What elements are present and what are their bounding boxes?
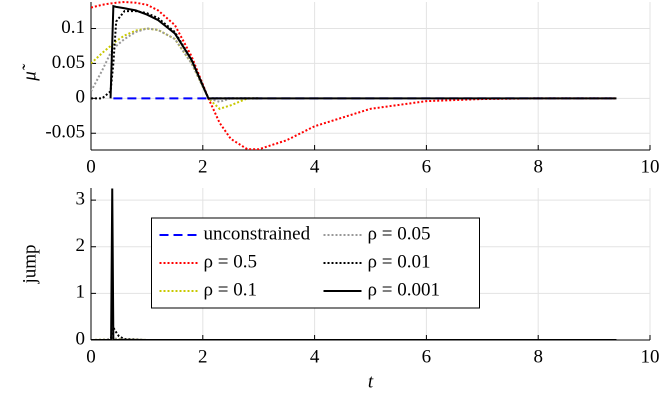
series-line: [91, 324, 617, 340]
x-tick-label: 10: [641, 346, 660, 367]
x-tick-label: 10: [641, 156, 660, 177]
series-line: [91, 0, 617, 150]
x-axis-label: t: [368, 371, 374, 392]
y-tick-label: 0: [76, 328, 86, 349]
x-tick-label: 4: [310, 156, 320, 177]
y-axis-label: jump: [19, 244, 40, 284]
y-tick-label: 0.1: [61, 17, 85, 38]
x-tick-label: 6: [422, 346, 432, 367]
series-line: [91, 27, 259, 103]
legend: unconstrained ρ = 0.5 ρ = 0.1 ρ = 0.05 ρ = 0…: [151, 217, 480, 309]
legend-label: ρ = 0.01: [368, 251, 431, 272]
y-tick-label: 0: [76, 87, 86, 108]
x-tick-label: 8: [533, 156, 543, 177]
x-tick-label: 0: [86, 156, 96, 177]
legend-box: [151, 217, 480, 309]
series-line: [91, 188, 617, 340]
y-tick-label: 0.05: [52, 52, 85, 73]
x-tick-label: 2: [198, 346, 208, 367]
legend-label: unconstrained: [204, 223, 311, 244]
legend-label: ρ = 0.5: [204, 251, 257, 272]
legend-label: ρ = 0.05: [368, 223, 431, 244]
y-axis-label: μ̃: [19, 63, 40, 82]
y-tick-label: 1: [76, 282, 86, 303]
series-line: [109, 4, 617, 100]
legend-label: ρ = 0.1: [204, 279, 257, 300]
series-line: [91, 10, 259, 100]
legend-label: ρ = 0.001: [368, 279, 440, 300]
x-tick-label: 8: [533, 346, 543, 367]
y-tick-label: 3: [76, 188, 86, 209]
x-tick-label: 2: [198, 156, 208, 177]
x-tick-label: 0: [86, 346, 96, 367]
series-line: [91, 27, 259, 110]
y-tick-label: 2: [76, 235, 86, 256]
y-tick-label: -0.05: [45, 122, 85, 143]
x-tick-label: 6: [422, 156, 432, 177]
x-tick-label: 4: [310, 346, 320, 367]
